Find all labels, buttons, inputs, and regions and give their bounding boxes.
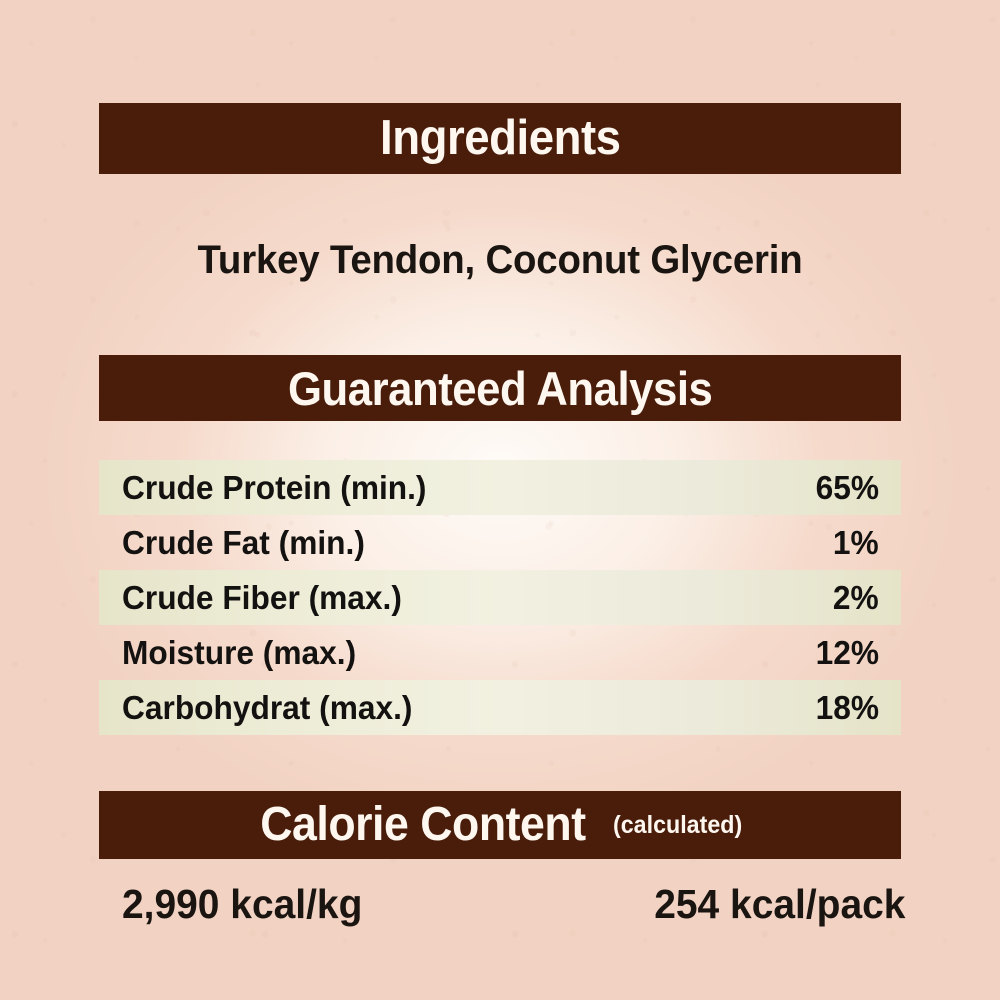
nutrient-label: Crude Fiber (max.) — [122, 579, 402, 616]
table-row: Crude Fiber (max.) 2% — [99, 570, 901, 625]
calorie-values: 2,990 kcal/kg 254 kcal/pack — [99, 884, 905, 925]
guaranteed-analysis-banner: Guaranteed Analysis — [99, 355, 901, 421]
nutrient-label: Crude Protein (min.) — [122, 469, 427, 506]
ingredients-list: Turkey Tendon, Coconut Glycerin — [197, 238, 803, 282]
nutrient-label: Carbohydrat (max.) — [122, 689, 413, 726]
table-row: Crude Fat (min.) 1% — [99, 515, 901, 570]
ingredients-heading: Ingredients — [379, 111, 621, 165]
calorie-content-note: (calculated) — [613, 810, 743, 839]
guaranteed-analysis-heading: Guaranteed Analysis — [287, 361, 713, 415]
nutrient-value: 12% — [815, 634, 879, 671]
ingredients-banner: Ingredients — [99, 103, 901, 174]
nutrient-value: 1% — [833, 524, 879, 561]
calorie-content-banner: Calorie Content (calculated) — [99, 791, 901, 859]
table-row: Carbohydrat (max.) 18% — [99, 680, 901, 735]
calories-per-pack: 254 kcal/pack — [653, 881, 905, 927]
calories-per-kg: 2,990 kcal/kg — [122, 881, 363, 927]
nutrient-value: 65% — [815, 469, 879, 506]
nutrient-value: 2% — [833, 579, 879, 616]
table-row: Crude Protein (min.) 65% — [99, 460, 901, 515]
table-row: Moisture (max.) 12% — [99, 625, 901, 680]
nutrient-label: Moisture (max.) — [122, 634, 357, 671]
nutrient-value: 18% — [815, 689, 879, 726]
calorie-content-heading: Calorie Content — [259, 798, 586, 851]
nutrient-label: Crude Fat (min.) — [122, 524, 365, 561]
guaranteed-analysis-table: Crude Protein (min.) 65% Crude Fat (min.… — [99, 460, 901, 735]
